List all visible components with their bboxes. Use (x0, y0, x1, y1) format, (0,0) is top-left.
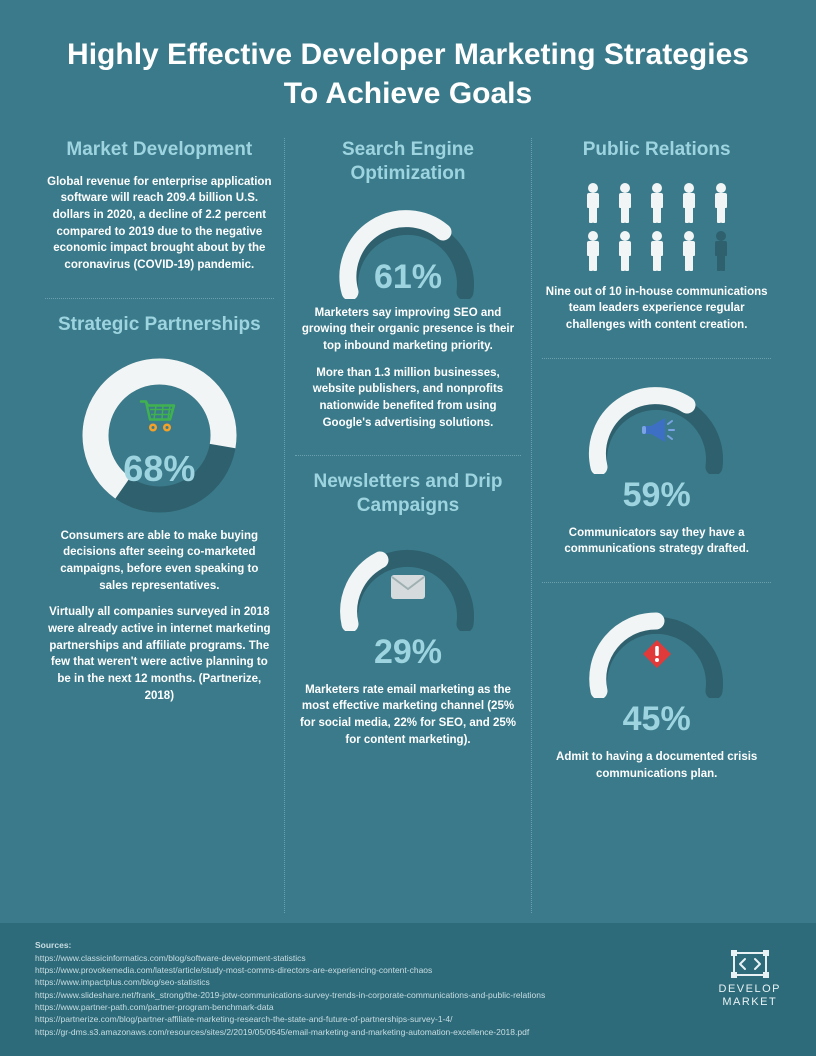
market-development-text: Global revenue for enterprise applicatio… (45, 174, 274, 274)
strategic-partnerships-pct: 68% (77, 448, 242, 490)
source-line: https://www.impactplus.com/blog/seo-stat… (35, 976, 545, 988)
source-line: https://www.provokemedia.com/latest/arti… (35, 964, 545, 976)
source-line: https://www.classicinformatics.com/blog/… (35, 952, 545, 964)
seo-text1: Marketers say improving SEO and growing … (295, 305, 522, 355)
seo-pct: 61% (330, 258, 485, 297)
person-icon (582, 182, 604, 224)
comms-strategy-gauge (579, 379, 734, 474)
strategic-partnerships-donut: 68% (77, 353, 242, 518)
person-icon (646, 230, 668, 272)
divider (542, 358, 771, 359)
seo-gauge: 61% (330, 204, 485, 299)
newsletters-pct: 29% (295, 633, 522, 672)
people-pictogram (542, 182, 771, 272)
person-icon (678, 182, 700, 224)
person-icon (678, 230, 700, 272)
comms-strategy-pct: 59% (542, 476, 771, 515)
divider (542, 582, 771, 583)
strategic-partnerships-text2: Virtually all companies surveyed in 2018… (45, 604, 274, 704)
crisis-plan-gauge (579, 603, 734, 698)
page-title: Highly Effective Developer Marketing Str… (0, 0, 816, 138)
megaphone-icon (639, 414, 675, 446)
strategic-partnerships-title: Strategic Partnerships (45, 313, 274, 337)
divider (295, 455, 522, 456)
brand-logo: DEVELOP MARKET (719, 939, 781, 1011)
seo-title: Search Engine Optimization (295, 138, 522, 186)
person-icon (710, 182, 732, 224)
person-icon (614, 230, 636, 272)
cart-icon (137, 397, 181, 440)
newsletters-text: Marketers rate email marketing as the mo… (295, 682, 522, 749)
seo-text2: More than 1.3 million businesses, websit… (295, 365, 522, 432)
crisis-plan-pct: 45% (542, 700, 771, 739)
column-left: Market Development Global revenue for en… (35, 138, 284, 913)
person-icon (614, 182, 636, 224)
public-relations-title: Public Relations (542, 138, 771, 162)
sources-label: Sources: (35, 939, 545, 951)
logo-text-2: MARKET (719, 996, 781, 1010)
code-icon (730, 949, 770, 979)
source-line: https://partnerize.com/blog/partner-affi… (35, 1013, 545, 1025)
source-line: https://gr-dms.s3.amazonaws.com/resource… (35, 1026, 545, 1038)
comms-strategy-text: Communicators say they have a communicat… (542, 525, 771, 558)
person-icon (710, 230, 732, 272)
crisis-plan-text: Admit to having a documented crisis comm… (542, 749, 771, 782)
source-line: https://www.partner-path.com/partner-pro… (35, 1001, 545, 1013)
source-line: https://www.slideshare.net/frank_strong/… (35, 989, 545, 1001)
newsletters-gauge (330, 536, 485, 631)
public-relations-text: Nine out of 10 in-house communications t… (542, 284, 771, 334)
divider (45, 298, 274, 299)
strategic-partnerships-text1: Consumers are able to make buying decisi… (45, 528, 274, 595)
column-middle: Search Engine Optimization 61% Marketers… (284, 138, 533, 913)
newsletters-title: Newsletters and Drip Campaigns (295, 470, 522, 518)
person-icon (582, 230, 604, 272)
alert-icon (641, 638, 673, 670)
content-grid: Market Development Global revenue for en… (0, 138, 816, 923)
person-icon (646, 182, 668, 224)
logo-text-1: DEVELOP (719, 983, 781, 997)
column-right: Public Relations Nine out of 10 (532, 138, 781, 913)
market-development-title: Market Development (45, 138, 274, 162)
sources-block: Sources: https://www.classicinformatics.… (35, 939, 545, 1039)
envelope-icon (390, 574, 426, 600)
footer: Sources: https://www.classicinformatics.… (0, 923, 816, 1056)
